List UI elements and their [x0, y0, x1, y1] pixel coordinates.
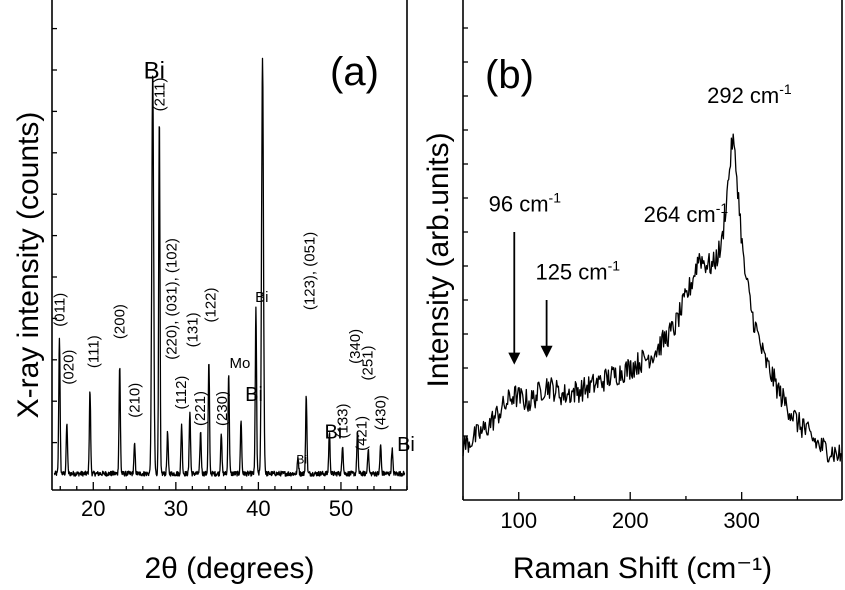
- peak-label-value: 96 cm: [489, 192, 549, 217]
- panel-a-x-axis-label: 2θ (degrees): [144, 552, 314, 585]
- peak-label-value: 264 cm: [644, 202, 716, 227]
- panel-b-x-tick-label: 100: [500, 508, 537, 533]
- phase-label: Mo: [230, 355, 251, 372]
- panel-b-raman-chart: 100 200 300 Raman Shift (cm⁻¹) Intensity (ar…: [422, 0, 843, 585]
- miller-index-label: (230): [214, 391, 231, 426]
- miller-index-label: (251): [359, 345, 376, 380]
- miller-index-label: (200): [112, 304, 129, 339]
- panel-a-x-tick-label: 50: [329, 496, 353, 521]
- xrd-trace: [53, 57, 406, 477]
- miller-index-label: (430): [373, 395, 390, 430]
- peak-label-value: 125 cm: [535, 260, 607, 285]
- panel-b-y-axis-label: Intensity (arb.units): [422, 132, 455, 387]
- panel-a-y-axis-label: X-ray intensity (counts): [12, 112, 45, 419]
- miller-index-label: (133): [335, 403, 352, 438]
- phase-label: Mo: [247, 0, 280, 1]
- peak-label-unit-exponent: -1: [608, 258, 621, 274]
- panel-b-x-axis-label: Raman Shift (cm⁻¹): [513, 552, 772, 585]
- panel-a-x-tick-label: 30: [164, 496, 188, 521]
- miller-index-label: (020): [61, 350, 78, 385]
- peak-label-unit-exponent: -1: [549, 190, 562, 206]
- peak-label-unit-exponent: -1: [716, 200, 729, 216]
- phase-label: Bi: [144, 57, 165, 84]
- phase-label: Bi: [324, 421, 342, 443]
- miller-index-label: (111): [85, 335, 102, 368]
- miller-index-label: (011): [51, 293, 68, 327]
- peak-label: 264 cm-1: [644, 200, 729, 227]
- panel-a-x-tick-label: 20: [81, 496, 105, 521]
- peak-label-unit-exponent: -1: [779, 81, 792, 97]
- miller-index-label: (123), (051): [302, 232, 319, 310]
- phase-label: Bi: [255, 289, 268, 306]
- peak-arrow-head: [508, 352, 521, 365]
- peak-label: 96 cm-1: [489, 190, 562, 217]
- panel-b-label: (b): [485, 53, 534, 97]
- miller-index-label: (340): [347, 329, 364, 364]
- panel-a-x-tick-label: 40: [246, 496, 270, 521]
- miller-index-label: (211): [151, 77, 168, 111]
- peak-label: 292 cm-1: [707, 81, 792, 108]
- phase-label: Bi: [296, 452, 307, 466]
- panel-a-label: (a): [330, 50, 379, 94]
- miller-index-label: (122): [203, 287, 220, 322]
- panel-b-x-tick-label: 200: [612, 508, 649, 533]
- panel-b-x-tick-label: 300: [723, 508, 760, 533]
- peak-label: 125 cm-1: [535, 258, 620, 285]
- miller-index-label: (131): [184, 312, 201, 347]
- miller-index-label: (221): [192, 391, 209, 426]
- phase-label: Bi: [397, 434, 415, 456]
- miller-index-label: (421): [354, 416, 371, 451]
- phase-label: Bi: [245, 384, 263, 406]
- miller-index-label: (112): [173, 376, 190, 410]
- panel-a-xrd-chart: 20 30 40 50 2θ (degrees) X-ray intensity (cou…: [12, 0, 415, 585]
- miller-index-label: (210): [127, 383, 144, 418]
- peak-label-value: 292 cm: [707, 83, 779, 108]
- peak-arrow-head: [540, 345, 553, 358]
- miller-index-label: (220), (031), (102): [164, 238, 181, 360]
- raman-trace: [462, 133, 842, 463]
